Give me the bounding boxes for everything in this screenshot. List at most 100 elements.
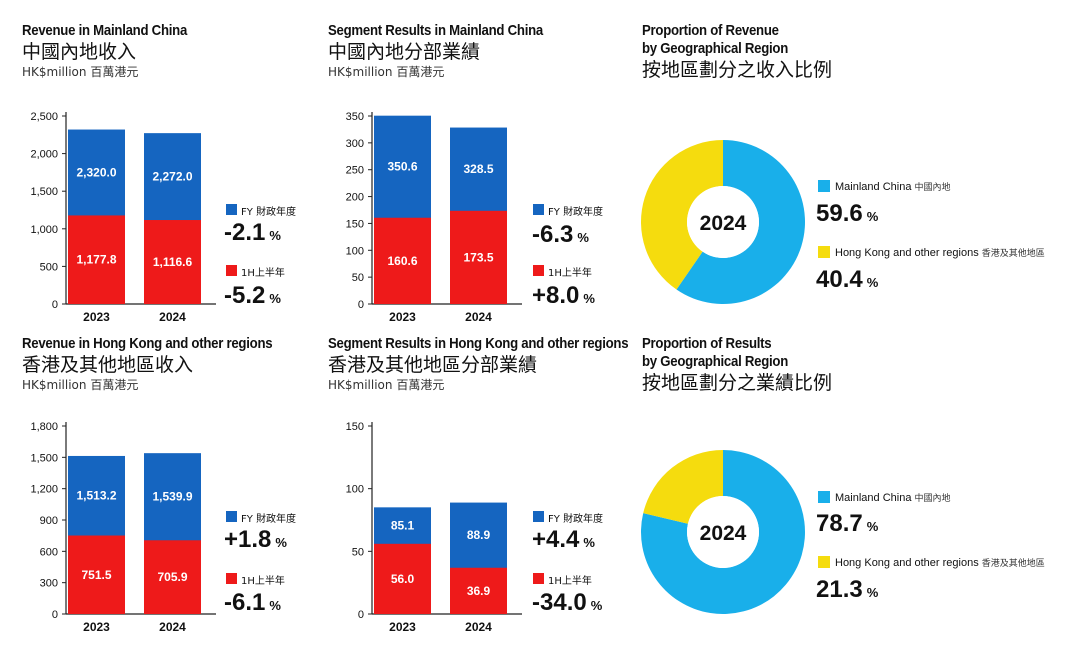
bar-1h xyxy=(374,543,431,614)
y-tick-label: 300 xyxy=(346,138,364,150)
chart-unit: HK$million 百萬港元 xyxy=(22,65,139,79)
x-category-label: 2024 xyxy=(465,620,492,634)
legend-1h-swatch xyxy=(533,573,544,584)
chart-panel-3: Segment Results in Hong Kong and other r… xyxy=(328,335,629,634)
pie-panel-1: Proportion of Results by Geographical Re… xyxy=(641,335,1082,633)
legend-1h-label: 1H上半年 xyxy=(548,576,592,587)
chart-title-en: Revenue in Mainland China xyxy=(22,22,188,39)
chart-unit: HK$million 百萬港元 xyxy=(328,65,445,79)
y-tick-label: 2,500 xyxy=(30,111,58,123)
y-tick-label: 1,500 xyxy=(30,186,58,198)
y-tick-label: 0 xyxy=(358,609,364,621)
bar-1h-value-label: 1,177.8 xyxy=(76,253,116,267)
chart-title-en: Revenue in Hong Kong and other regions xyxy=(22,335,273,352)
donut-slice-mainland xyxy=(676,140,805,304)
bar-1h-value-label: 36.9 xyxy=(467,584,491,598)
legend-fy-swatch xyxy=(533,511,544,522)
donut-center-label: 2024 xyxy=(700,212,747,235)
bar-1h-value-label: 751.5 xyxy=(81,568,111,582)
x-category-label: 2023 xyxy=(83,310,110,324)
y-tick-label: 100 xyxy=(346,484,364,496)
legend-1h-label: 1H上半年 xyxy=(548,268,592,279)
pie-title-zh: 按地區劃分之業績比例 xyxy=(642,372,833,394)
bar-fy-value-label: 1,539.9 xyxy=(152,490,192,504)
bar-chart-1: 0 50 100 150 200 250 300 350 350.6 160.6 2023 328.5… xyxy=(346,111,522,324)
y-tick-label: 0 xyxy=(52,609,58,621)
x-category-label: 2024 xyxy=(159,620,186,634)
1h-change: +8.0% xyxy=(532,282,595,309)
y-tick-label: 1,800 xyxy=(30,421,58,433)
pie-title-zh: 按地區劃分之收入比例 xyxy=(642,59,833,81)
y-tick-label: 250 xyxy=(346,165,364,177)
y-tick-label: 150 xyxy=(346,218,364,230)
legend-mainland-swatch xyxy=(818,491,830,503)
legend-1h-swatch xyxy=(226,265,237,276)
donut-slice-hk xyxy=(643,450,723,524)
legend-mainland-label: Mainland China 中國內地 xyxy=(835,181,951,193)
chart-title-zh: 中國內地分部業績 xyxy=(328,41,481,63)
y-tick-label: 200 xyxy=(346,192,364,204)
legend-fy-label: FY 財政年度 xyxy=(548,207,604,218)
bar-fy-value-label: 85.1 xyxy=(391,519,415,533)
legend-1h-label: 1H上半年 xyxy=(241,268,285,279)
legend-fy-label: FY 財政年度 xyxy=(241,514,297,525)
x-category-label: 2023 xyxy=(389,620,416,634)
legend-hk-swatch xyxy=(818,246,830,258)
1h-change: -5.2% xyxy=(224,282,281,309)
y-tick-label: 500 xyxy=(40,261,58,273)
y-tick-label: 0 xyxy=(52,299,58,311)
y-tick-label: 2,000 xyxy=(30,149,58,161)
pie-title-en-2: by Geographical Region xyxy=(642,40,789,57)
bar-1h-value-label: 56.0 xyxy=(391,572,415,586)
1h-change: -6.1% xyxy=(224,589,281,616)
y-tick-label: 1,200 xyxy=(30,484,58,496)
donut-slice-hk xyxy=(641,140,723,290)
bar-fy-value-label: 2,320.0 xyxy=(76,165,116,179)
bar-1h xyxy=(450,210,507,304)
legend-fy-label: FY 財政年度 xyxy=(241,207,297,218)
pie-title-en-2: by Geographical Region xyxy=(642,353,789,370)
bar-1h xyxy=(144,220,201,304)
legend-mainland-label: Mainland China 中國內地 xyxy=(835,492,951,504)
fy-change: +1.8% xyxy=(224,526,287,553)
x-category-label: 2024 xyxy=(159,310,186,324)
chart-unit: HK$million 百萬港元 xyxy=(22,378,139,392)
legend-fy-label: FY 財政年度 xyxy=(548,514,604,525)
y-tick-label: 0 xyxy=(358,299,364,311)
x-category-label: 2023 xyxy=(83,620,110,634)
hk-pct: 40.4% xyxy=(816,266,879,293)
legend-mainland-swatch xyxy=(818,180,830,192)
bar-chart-3: 0 50 100 150 85.1 56.0 2023 88.9 36.9 2024 xyxy=(346,421,522,634)
pie-title-en-1: Proportion of Revenue xyxy=(642,22,779,39)
legend-1h-label: 1H上半年 xyxy=(241,576,285,587)
bar-1h xyxy=(374,217,431,304)
y-tick-label: 900 xyxy=(40,515,58,527)
chart-unit: HK$million 百萬港元 xyxy=(328,378,445,392)
legend-fy-swatch xyxy=(533,204,544,215)
chart-panel-1: Segment Results in Mainland China 中國內地分部… xyxy=(328,22,628,327)
hk-pct: 21.3% xyxy=(816,576,879,603)
bar-fy-value-label: 88.9 xyxy=(467,528,491,542)
y-tick-label: 1,000 xyxy=(30,224,58,236)
y-tick-label: 350 xyxy=(346,111,364,123)
pie-panel-0: Proportion of Revenue by Geographical Re… xyxy=(641,22,1082,327)
y-tick-label: 1,500 xyxy=(30,452,58,464)
1h-change: -34.0% xyxy=(532,589,603,616)
bar-1h xyxy=(68,215,125,304)
y-tick-label: 300 xyxy=(40,578,58,590)
bar-1h xyxy=(144,540,201,614)
bar-1h-value-label: 705.9 xyxy=(157,570,187,584)
bar-fy-value-label: 1,513.2 xyxy=(76,489,116,503)
chart-title-en: Segment Results in Mainland China xyxy=(328,22,543,39)
mainland-pct: 59.6% xyxy=(816,200,879,227)
x-category-label: 2024 xyxy=(465,310,492,324)
donut-hole xyxy=(687,186,759,258)
y-tick-label: 50 xyxy=(352,546,364,558)
legend-hk-label: Hong Kong and other regions 香港及其他地區 xyxy=(835,247,1045,259)
donut-chart-1: 2024 xyxy=(641,450,805,614)
x-category-label: 2023 xyxy=(389,310,416,324)
chart-title-zh: 香港及其他地區收入 xyxy=(22,354,194,376)
fy-change: -6.3% xyxy=(532,221,589,248)
legend-fy-swatch xyxy=(226,511,237,522)
chart-panel-2: Revenue in Hong Kong and other regions 香… xyxy=(22,335,322,634)
